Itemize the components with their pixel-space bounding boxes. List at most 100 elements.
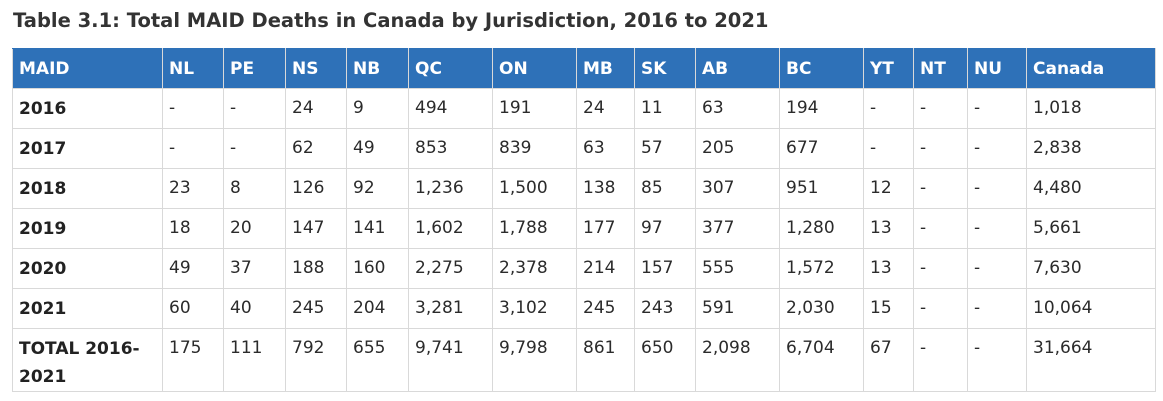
table-cell: -	[967, 168, 1027, 209]
table-cell: 157	[634, 248, 696, 289]
table-row: 2018 23 8 126 92 1,236 1,500 138 85 307 951 12- -4,4…	[12, 168, 1156, 209]
table-cell: 49	[162, 248, 224, 289]
table-cell: 15	[863, 288, 914, 329]
table-cell: 63	[695, 88, 780, 129]
table-cell: -	[913, 248, 968, 289]
table-cell: 245	[285, 288, 347, 329]
table-cell: 63	[576, 128, 635, 169]
table-cell: -	[863, 88, 914, 129]
table-cell: 23	[162, 168, 224, 209]
table-cell: 37	[223, 248, 286, 289]
row-label: 2021	[12, 288, 163, 329]
table-cell: 377	[695, 208, 780, 249]
table-cell: 1,236	[408, 168, 493, 209]
col-header-nu: NU	[967, 48, 1027, 89]
table-cell: 650	[634, 328, 696, 392]
table-cell: -	[913, 288, 968, 329]
table-cell: 9,741	[408, 328, 493, 392]
table-cell: 655	[346, 328, 409, 392]
table-cell: 67	[863, 328, 914, 392]
table-cell: 1,788	[492, 208, 577, 249]
table-cell: 177	[576, 208, 635, 249]
col-header-nt: NT	[913, 48, 968, 89]
table-cell: 92	[346, 168, 409, 209]
table-cell: 194	[779, 88, 864, 129]
table-cell: -	[863, 128, 914, 169]
col-header-on: ON	[492, 48, 577, 89]
col-header-ab: AB	[695, 48, 780, 89]
table-cell: 188	[285, 248, 347, 289]
table-cell: 141	[346, 208, 409, 249]
table-cell: 9	[346, 88, 409, 129]
table-cell: -	[913, 128, 968, 169]
table-cell: 24	[285, 88, 347, 129]
table-cell: 12	[863, 168, 914, 209]
table-cell: -	[223, 128, 286, 169]
table-cell: 1,572	[779, 248, 864, 289]
table-body: 2016- -24 9 494 191 24 11 63 194- - -1,018 2017- -62…	[12, 88, 1156, 392]
table-cell: 191	[492, 88, 577, 129]
table-cell: 175	[162, 328, 224, 392]
col-header-yt: YT	[863, 48, 914, 89]
table-cell: -	[913, 88, 968, 129]
table-cell: -	[967, 208, 1027, 249]
table-cell: 97	[634, 208, 696, 249]
table-cell: 243	[634, 288, 696, 329]
row-label: TOTAL 2016-2021	[12, 328, 163, 392]
table-cell: 7,630	[1026, 248, 1156, 289]
table-cell: 11	[634, 88, 696, 129]
table-cell: 6,704	[779, 328, 864, 392]
table-cell: 205	[695, 128, 780, 169]
col-header-mb: MB	[576, 48, 635, 89]
table-cell: 85	[634, 168, 696, 209]
col-header-sk: SK	[634, 48, 696, 89]
table-cell: 8	[223, 168, 286, 209]
table-cell: 307	[695, 168, 780, 209]
table-cell: 13	[863, 248, 914, 289]
table-cell: 57	[634, 128, 696, 169]
col-header-canada: Canada	[1026, 48, 1156, 89]
table-cell: 3,102	[492, 288, 577, 329]
row-label: 2020	[12, 248, 163, 289]
col-header-maid: MAID	[12, 48, 163, 89]
table-cell: 147	[285, 208, 347, 249]
table-cell: 1,280	[779, 208, 864, 249]
table-cell: 494	[408, 88, 493, 129]
table-cell: 62	[285, 128, 347, 169]
table-cell: -	[162, 88, 224, 129]
table-cell: -	[913, 168, 968, 209]
table-cell: 677	[779, 128, 864, 169]
table-row: 2019 18 20 147 141 1,602 1,788 177 97 377 1,280 13-…	[12, 208, 1156, 249]
row-label: 2018	[12, 168, 163, 209]
table-cell: 9,798	[492, 328, 577, 392]
table-cell: 5,661	[1026, 208, 1156, 249]
table-cell: 13	[863, 208, 914, 249]
table-cell: 2,838	[1026, 128, 1156, 169]
table-cell: 18	[162, 208, 224, 249]
table-row: TOTAL 2016-2021 175 111 792 655 9,741 9,798 861…	[12, 328, 1156, 392]
table-row: 2020 49 37 188 160 2,275 2,378 214 157 555 1,572 13…	[12, 248, 1156, 289]
table-cell: 49	[346, 128, 409, 169]
table-cell: 126	[285, 168, 347, 209]
table-cell: 31,664	[1026, 328, 1156, 392]
table-cell: 2,030	[779, 288, 864, 329]
table-cell: 853	[408, 128, 493, 169]
table-caption: Table 3.1: Total MAID Deaths in Canada b…	[13, 9, 769, 32]
table-cell: 951	[779, 168, 864, 209]
table-cell: -	[967, 248, 1027, 289]
table-cell: 138	[576, 168, 635, 209]
table-cell: 20	[223, 208, 286, 249]
table-cell: 792	[285, 328, 347, 392]
col-header-nl: NL	[162, 48, 224, 89]
table-cell: -	[913, 208, 968, 249]
table-cell: 555	[695, 248, 780, 289]
table-cell: 3,281	[408, 288, 493, 329]
table-cell: 839	[492, 128, 577, 169]
row-label: 2019	[12, 208, 163, 249]
table-cell: 2,275	[408, 248, 493, 289]
table-cell: -	[967, 328, 1027, 392]
table-cell: 1,500	[492, 168, 577, 209]
table-header: MAID NL PE NS NB QC ON MB SK AB BC YT NT…	[12, 48, 1156, 89]
col-header-bc: BC	[779, 48, 864, 89]
